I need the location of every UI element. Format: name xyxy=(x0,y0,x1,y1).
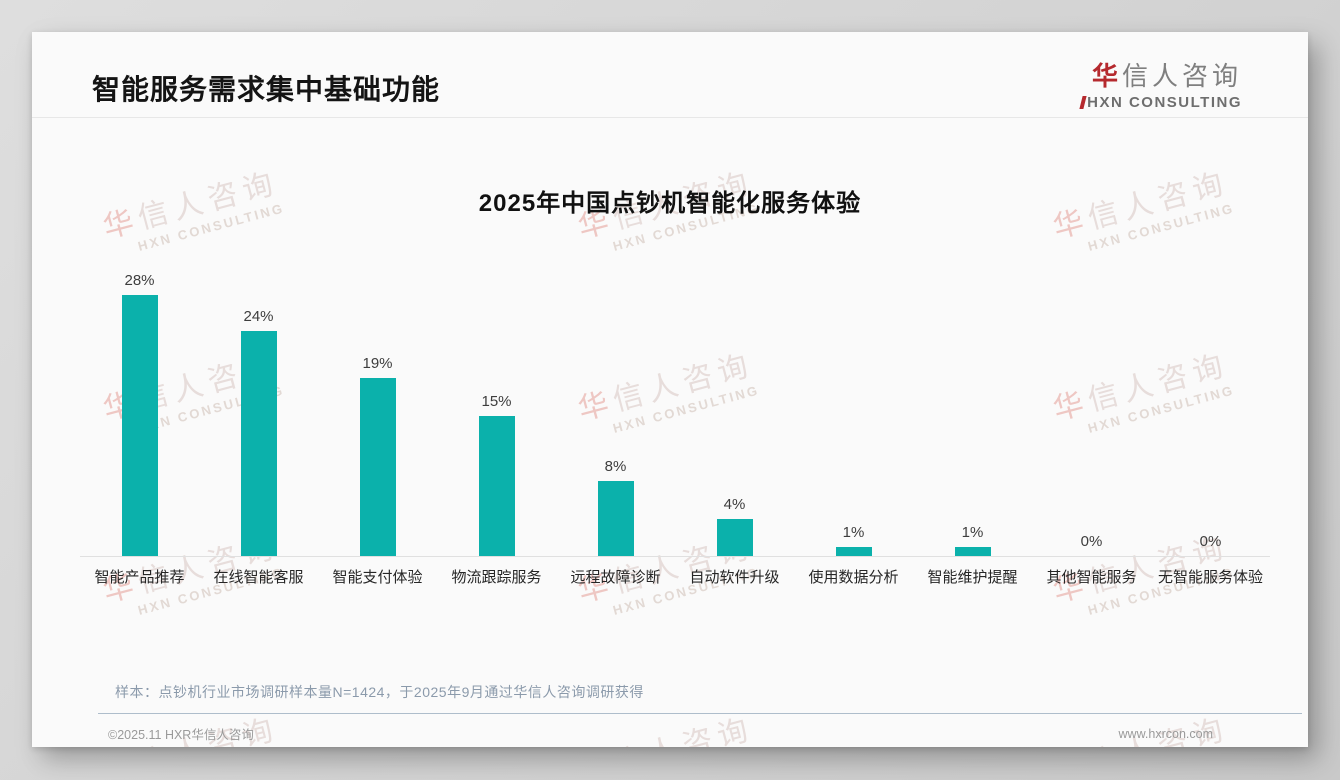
logo-en-text: HXN CONSULTING xyxy=(1087,94,1242,111)
bar-category-label: 自动软件升级 xyxy=(689,569,780,586)
bar-value-label: 24% xyxy=(243,308,274,326)
bar-value-label: 1% xyxy=(961,523,984,541)
bar-column: 1% xyxy=(794,272,913,556)
logo-english-name: HXN CONSULTING xyxy=(1079,94,1242,111)
bar-column: 1% xyxy=(913,272,1032,556)
bar-rect xyxy=(359,378,396,556)
bar-value-label: 0% xyxy=(1080,533,1103,550)
logo-chinese-name: 华信人咨询 xyxy=(1081,56,1242,93)
sample-footnote: 样本：点钞机行业市场调研样本量N=1424，于2025年9月通过华信人咨询调研获… xyxy=(115,684,644,700)
bar-chart: 28% 24% 19% 15% 8% 4% 1% 1% 0% 0% 智能产品推荐 xyxy=(80,272,1270,587)
logo-cn-rest: 信人咨询 xyxy=(1121,61,1242,91)
bar-column: 8% xyxy=(556,272,675,556)
slide-card: 华信人咨询 HXN CONSULTING 华信人咨询 HXN CONSULTIN… xyxy=(32,32,1308,747)
bar-column: 28% xyxy=(80,272,199,556)
bar-rect xyxy=(121,295,158,556)
slide-header: 智能服务需求集中基础功能 华信人咨询 HXN CONSULTING xyxy=(32,32,1308,118)
bar-category-label: 智能支付体验 xyxy=(332,569,423,586)
bar-column: 15% xyxy=(437,272,556,556)
page-title: 智能服务需求集中基础功能 xyxy=(92,74,441,105)
bar-column: 4% xyxy=(675,272,794,556)
bar-value-label: 0% xyxy=(1199,533,1222,550)
bar-category-label: 物流跟踪服务 xyxy=(451,569,542,586)
bar-rect xyxy=(240,331,277,556)
bar-category-label: 在线智能客服 xyxy=(213,569,304,586)
bar-category-label: 无智能服务体验 xyxy=(1157,569,1263,586)
bar-column: 0% xyxy=(1032,272,1151,556)
bar-value-label: 19% xyxy=(362,355,393,373)
footer-copyright: ©2025.11 HXR华信人咨询 xyxy=(108,728,254,742)
bar-value-label: 8% xyxy=(604,458,627,476)
footnote-divider xyxy=(98,713,1302,714)
bar-value-label: 15% xyxy=(481,392,512,410)
footer-website: www.hxrcon.com xyxy=(1118,726,1213,741)
bar-column: 24% xyxy=(199,272,318,556)
slide-footer: ©2025.11 HXR华信人咨询 www.hxrcon.com xyxy=(32,720,1308,747)
bar-column: 19% xyxy=(318,272,437,556)
bar-rect xyxy=(835,546,872,556)
company-logo: 华信人咨询 HXN CONSULTING xyxy=(1079,56,1242,111)
logo-cn-first-char: 华 xyxy=(1091,61,1122,91)
bar-category-label: 智能维护提醒 xyxy=(927,569,1018,586)
bar-rect xyxy=(954,546,991,556)
chart-title: 2025年中国点钞机智能化服务体验 xyxy=(478,190,862,217)
bar-rect xyxy=(716,518,753,556)
bar-value-label: 4% xyxy=(723,495,746,513)
category-labels: 智能产品推荐 在线智能客服 智能支付体验 物流跟踪服务 远程故障诊断 自动软件升… xyxy=(80,566,1270,587)
bar-column: 0% xyxy=(1151,272,1270,556)
bar-rect xyxy=(597,481,634,556)
bar-columns: 28% 24% 19% 15% 8% 4% 1% 1% 0% 0% xyxy=(80,272,1270,557)
bar-value-label: 1% xyxy=(842,523,865,541)
logo-red-mark-icon xyxy=(1079,96,1087,109)
bar-rect xyxy=(478,415,515,556)
bar-value-label: 28% xyxy=(124,272,155,289)
bar-category-label: 远程故障诊断 xyxy=(570,569,661,586)
bar-category-label: 智能产品推荐 xyxy=(94,569,185,586)
bar-category-label: 其他智能服务 xyxy=(1046,569,1137,586)
bar-category-label: 使用数据分析 xyxy=(808,569,899,586)
